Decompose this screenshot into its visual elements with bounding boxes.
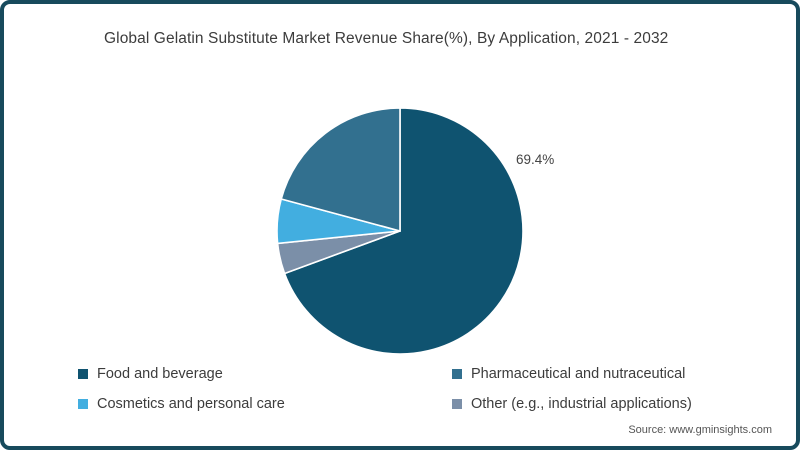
legend-label: Cosmetics and personal care [97,396,285,412]
pie-slice[interactable] [280,107,401,233]
legend-item-cosmetics-and-personal-care[interactable]: Cosmetics and personal care [78,396,285,412]
source-attribution: Source: www.gminsights.com [628,424,772,436]
legend-item-pharmaceutical-and-nutraceutical[interactable]: Pharmaceutical and nutraceutical [452,366,685,382]
legend-label: Other (e.g., industrial applications) [471,396,692,412]
pie-chart [276,107,524,355]
pie-slice[interactable] [283,107,524,355]
legend-swatch-icon [78,399,88,409]
legend-swatch-icon [78,369,88,379]
pie-slice-group [276,107,524,355]
chart-title: Global Gelatin Substitute Market Revenue… [104,30,669,47]
legend-swatch-icon [452,399,462,409]
chart-legend: Food and beverage Pharmaceutical and nut… [70,362,740,424]
legend-swatch-icon [452,369,462,379]
pie-data-label-food-and-beverage: 69.4% [516,152,555,167]
legend-label: Pharmaceutical and nutraceutical [471,366,686,382]
legend-item-food-and-beverage[interactable]: Food and beverage [78,366,223,382]
legend-item-other-industrial-applications[interactable]: Other (e.g., industrial applications) [452,396,692,412]
legend-label: Food and beverage [97,366,223,382]
